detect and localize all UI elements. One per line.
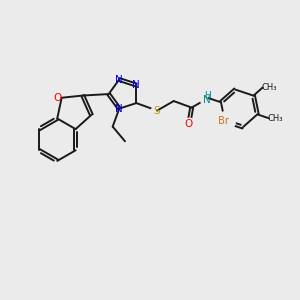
Text: Br: Br	[218, 116, 229, 126]
Text: N: N	[203, 95, 211, 105]
Text: N: N	[133, 80, 140, 90]
Text: H: H	[204, 91, 211, 100]
Text: O: O	[185, 118, 193, 128]
Text: S: S	[154, 106, 160, 116]
Text: N: N	[116, 74, 123, 85]
Text: N: N	[116, 103, 123, 114]
Text: O: O	[53, 93, 61, 103]
Text: CH₃: CH₃	[262, 83, 277, 92]
Text: CH₃: CH₃	[268, 114, 283, 123]
